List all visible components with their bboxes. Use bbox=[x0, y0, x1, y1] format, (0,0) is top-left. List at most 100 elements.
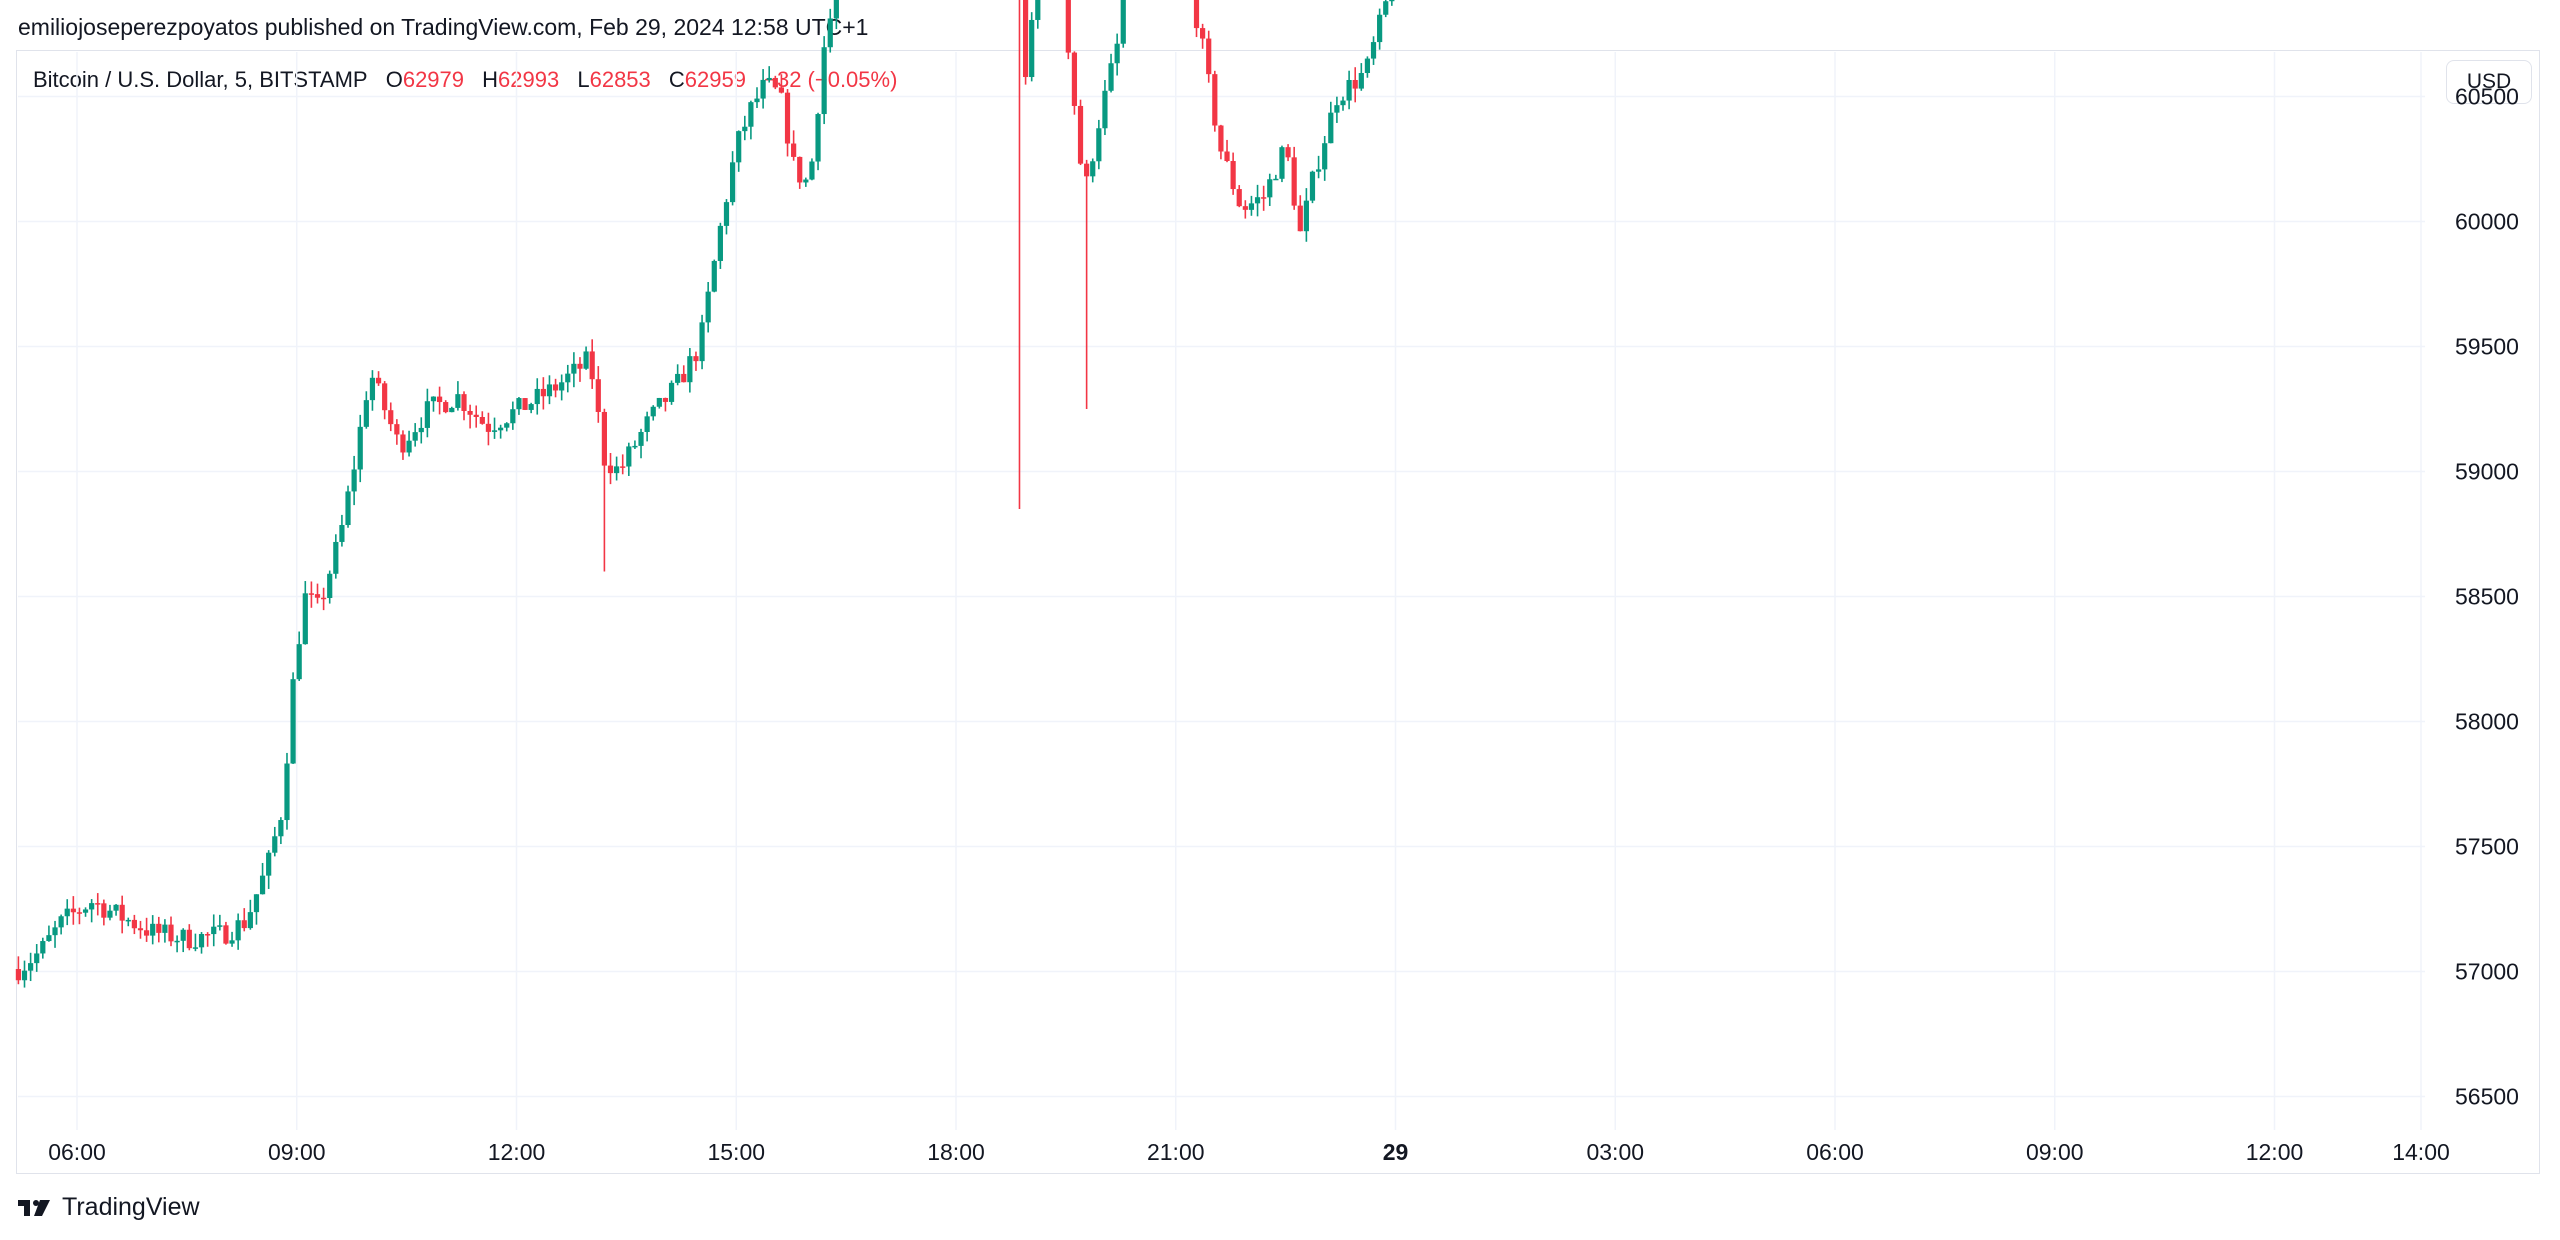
currency-button[interactable]: USD bbox=[2446, 60, 2532, 104]
candle-body bbox=[1346, 80, 1352, 101]
candle-body bbox=[1200, 28, 1206, 39]
candle-body bbox=[455, 394, 461, 408]
time-tick-label: 18:00 bbox=[927, 1139, 985, 1165]
candle-body bbox=[1206, 38, 1212, 75]
candle-body bbox=[82, 909, 89, 913]
candle-body bbox=[198, 934, 205, 948]
candle-body bbox=[473, 414, 479, 417]
price-tick-label: 60500 bbox=[2455, 84, 2519, 110]
price-tick-label: 58000 bbox=[2455, 709, 2519, 735]
low-value: 62853 bbox=[589, 67, 651, 92]
price-tick-label: 59500 bbox=[2455, 334, 2519, 360]
candle-body bbox=[394, 424, 400, 435]
open-value: 62979 bbox=[402, 67, 465, 92]
candle-body bbox=[1254, 197, 1261, 204]
candle-body bbox=[308, 593, 314, 595]
candle-body bbox=[1364, 58, 1371, 74]
time-axis[interactable]: 06:00 09:00 12:00 15:00 18:00 21:00 29 03:00 06:… bbox=[48, 1139, 2450, 1165]
candle-body bbox=[162, 924, 168, 933]
candle-body bbox=[632, 445, 638, 448]
candle-body bbox=[1102, 90, 1108, 129]
time-tick-label: 06:00 bbox=[1806, 1139, 1864, 1165]
candle-body bbox=[1340, 100, 1346, 106]
candle-body bbox=[620, 466, 626, 468]
candle-body bbox=[89, 903, 95, 910]
candle-body bbox=[601, 411, 607, 466]
candle-body bbox=[137, 928, 144, 931]
footer-brand: TradingView bbox=[18, 1193, 200, 1222]
candle-body bbox=[668, 382, 675, 402]
time-tick-label: 03:00 bbox=[1586, 1139, 1644, 1165]
candle-body bbox=[314, 594, 321, 598]
candle-body bbox=[559, 382, 565, 391]
candle-body bbox=[1242, 206, 1248, 210]
candle-body bbox=[46, 935, 52, 942]
candle-body bbox=[58, 916, 64, 928]
candle-body bbox=[64, 908, 70, 917]
candle-body bbox=[675, 373, 681, 383]
time-tick-label: 15:00 bbox=[707, 1139, 765, 1165]
candle-body bbox=[1285, 147, 1291, 158]
candle-body bbox=[259, 875, 266, 895]
candle-body bbox=[717, 225, 723, 261]
time-tick-label: 12:00 bbox=[488, 1139, 546, 1165]
time-tick-label: 09:00 bbox=[268, 1139, 326, 1165]
time-tick-label: 12:00 bbox=[2246, 1139, 2304, 1165]
tradingview-brand: TradingView bbox=[62, 1193, 200, 1221]
candle-body bbox=[607, 465, 614, 474]
low-label: L bbox=[577, 67, 590, 92]
candle-body bbox=[113, 904, 119, 911]
candle-body bbox=[571, 363, 577, 374]
candle-body bbox=[577, 363, 583, 369]
candle-body bbox=[119, 904, 125, 921]
candle-body bbox=[375, 377, 382, 384]
candle-body bbox=[443, 402, 449, 413]
candle-body bbox=[430, 396, 437, 402]
candle-body bbox=[791, 143, 797, 157]
candle-body bbox=[626, 446, 632, 467]
price-tick-label: 60000 bbox=[2455, 209, 2519, 235]
high-value: 62993 bbox=[498, 67, 560, 92]
candle-body bbox=[461, 394, 467, 411]
candle-body bbox=[223, 925, 229, 944]
candle-body bbox=[662, 397, 669, 402]
candle-body bbox=[95, 903, 101, 905]
candle-body bbox=[1328, 112, 1334, 144]
candle-body bbox=[278, 820, 284, 837]
time-tick-label: 14:00 bbox=[2392, 1139, 2450, 1165]
candle-body bbox=[565, 373, 571, 383]
candle-body bbox=[290, 679, 296, 764]
candle-body bbox=[229, 940, 235, 944]
candle-body bbox=[778, 87, 785, 93]
candle-body bbox=[327, 573, 333, 598]
candle-body bbox=[1029, 19, 1035, 78]
candle-body bbox=[729, 162, 736, 203]
price-tick-label: 57000 bbox=[2455, 959, 2519, 985]
candle-body bbox=[186, 929, 192, 949]
time-tick-label: 21:00 bbox=[1147, 1139, 1205, 1165]
price-axis[interactable]: 56500 57000 57500 58000 58500 59000 59500 60000… bbox=[2455, 0, 2519, 1110]
candle-body bbox=[70, 908, 76, 913]
candle-body bbox=[528, 404, 534, 410]
candle-body bbox=[772, 77, 778, 88]
candle-body bbox=[272, 836, 278, 853]
candle-body bbox=[1193, 0, 1200, 29]
candle-body bbox=[504, 423, 510, 428]
candle-body bbox=[803, 179, 809, 183]
candle-body bbox=[748, 102, 754, 127]
candle-body bbox=[107, 910, 113, 918]
candle-body bbox=[125, 919, 131, 922]
candle-body bbox=[412, 432, 418, 441]
price-tick-label: 57500 bbox=[2455, 834, 2519, 860]
price-change: −32 (−0.05%) bbox=[764, 67, 898, 92]
candle-body bbox=[143, 930, 150, 936]
candle-body bbox=[266, 852, 272, 876]
candle-body bbox=[644, 416, 650, 432]
candle-body bbox=[1212, 74, 1218, 126]
candles-layer bbox=[15, 0, 1395, 988]
candle-body bbox=[302, 593, 308, 645]
candle-body bbox=[363, 400, 369, 427]
candle-body bbox=[766, 77, 772, 80]
candle-body bbox=[436, 396, 443, 403]
